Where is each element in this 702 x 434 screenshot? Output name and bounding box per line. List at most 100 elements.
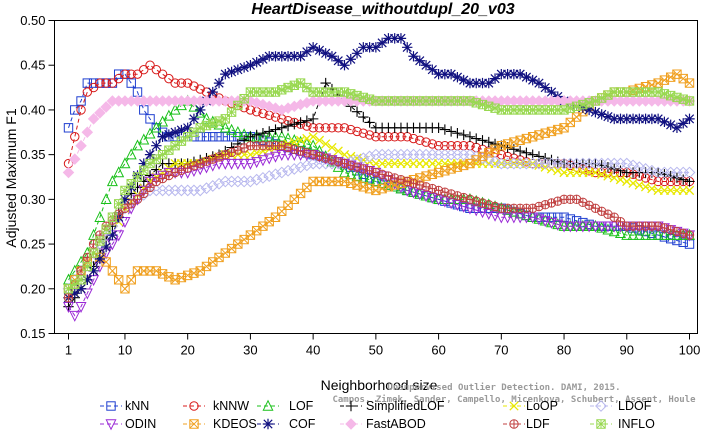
data-point-kdeos <box>176 272 187 283</box>
data-point-odin <box>226 158 238 170</box>
data-point-cof <box>151 140 162 151</box>
data-point-knnw <box>170 78 180 88</box>
data-point-ldf <box>584 200 594 211</box>
data-point-ldf <box>596 206 607 216</box>
series-line-inflo <box>68 82 690 290</box>
data-point-cof <box>483 77 494 89</box>
data-point-cof <box>345 54 356 65</box>
data-point-knnw <box>176 78 187 88</box>
data-point-knnw <box>421 137 431 147</box>
data-point-cof <box>678 118 689 129</box>
data-point-knnw <box>189 81 199 91</box>
data-point-ldf <box>672 226 682 237</box>
data-point-simplifiedlof <box>464 131 476 142</box>
data-point-lof <box>633 228 645 240</box>
data-point-inflo <box>70 279 80 290</box>
data-point-odin <box>451 200 463 212</box>
data-point-ldf <box>157 173 168 184</box>
data-point-simplifiedlof <box>289 119 300 130</box>
data-point-cof <box>671 122 683 134</box>
data-point-ldf <box>220 149 231 160</box>
data-point-kdeos <box>672 69 682 79</box>
data-point-kdeos <box>684 78 695 88</box>
data-point-ldf <box>364 166 375 176</box>
series-line-ldf <box>68 145 690 298</box>
data-point-lof <box>163 109 175 121</box>
data-point-odin <box>244 158 256 170</box>
data-point-odin <box>445 198 457 210</box>
data-point-cof <box>333 55 344 66</box>
data-point-cof <box>264 51 275 62</box>
data-point-cof <box>301 46 313 57</box>
data-point-cof <box>521 71 532 83</box>
legend-swatch-marker <box>106 401 116 411</box>
data-point-knnw <box>132 69 143 79</box>
data-point-cof <box>207 86 218 98</box>
x-tick-label: 60 <box>431 343 445 358</box>
legend-label: SimplifiedLOF <box>366 399 445 413</box>
data-point-ldof <box>200 182 213 195</box>
legend-swatch-marker <box>262 399 274 411</box>
data-point-simplifiedlof <box>264 126 275 137</box>
legend-item-inflo: INFLO <box>590 417 655 431</box>
data-point-ldof <box>257 171 269 184</box>
data-point-kdeos <box>239 234 249 245</box>
data-point-simplifiedlof <box>508 144 520 155</box>
data-point-cof <box>640 113 651 125</box>
data-point-cof <box>238 62 250 73</box>
data-point-inflo <box>659 89 670 99</box>
data-point-ldof <box>275 166 288 179</box>
data-point-simplifiedlof <box>144 170 156 181</box>
data-point-ldf <box>289 144 300 154</box>
data-point-odin <box>589 221 601 233</box>
data-point-cof <box>433 68 444 80</box>
data-point-odin <box>464 203 476 215</box>
data-point-odin <box>533 214 545 226</box>
data-point-knn <box>63 123 74 133</box>
legend-swatch-marker <box>509 419 519 429</box>
legend-label: FastABOD <box>366 417 426 431</box>
data-point-cof <box>489 73 501 84</box>
data-point-inflo <box>189 127 199 137</box>
data-point-loop <box>321 139 331 149</box>
data-point-lof <box>508 205 520 217</box>
data-point-loop <box>615 175 626 185</box>
data-point-cof <box>138 158 149 169</box>
data-point-ldf <box>377 169 387 180</box>
data-point-knnw <box>164 73 174 84</box>
data-point-simplifiedlof <box>433 122 444 134</box>
data-point-ldof <box>244 175 257 188</box>
data-point-ldf <box>139 189 148 198</box>
data-point-lof <box>614 227 627 239</box>
x-tick-label: 20 <box>180 343 194 358</box>
legend-label: KDEOS <box>213 417 257 431</box>
data-point-ldf <box>458 192 469 203</box>
legend-item-ldf: LDF <box>503 417 550 431</box>
data-point-knnw <box>320 123 331 133</box>
data-point-cof <box>634 113 645 125</box>
legend-item-knnw: kNNW <box>183 399 249 413</box>
data-point-inflo <box>584 98 594 108</box>
data-point-cof <box>427 64 438 75</box>
data-point-ldf <box>440 187 450 197</box>
data-point-fastabod <box>94 107 106 119</box>
data-point-lof <box>608 225 620 237</box>
data-point-odin <box>414 189 426 201</box>
data-point-inflo <box>684 96 695 106</box>
legend-label: LDF <box>526 417 550 431</box>
data-point-loop <box>327 142 337 153</box>
data-point-inflo <box>95 236 105 246</box>
data-point-knnw <box>101 78 111 88</box>
data-point-inflo <box>164 145 174 155</box>
data-point-fastabod <box>69 153 81 165</box>
data-point-kdeos <box>195 266 205 276</box>
data-point-odin <box>433 194 445 206</box>
data-point-knnw <box>76 105 86 115</box>
data-point-inflo <box>82 261 93 272</box>
data-point-odin <box>545 217 558 229</box>
data-point-cof <box>364 42 375 53</box>
data-point-ldf <box>320 153 331 163</box>
data-point-fastabod <box>100 101 112 113</box>
data-point-simplifiedlof <box>251 129 262 141</box>
